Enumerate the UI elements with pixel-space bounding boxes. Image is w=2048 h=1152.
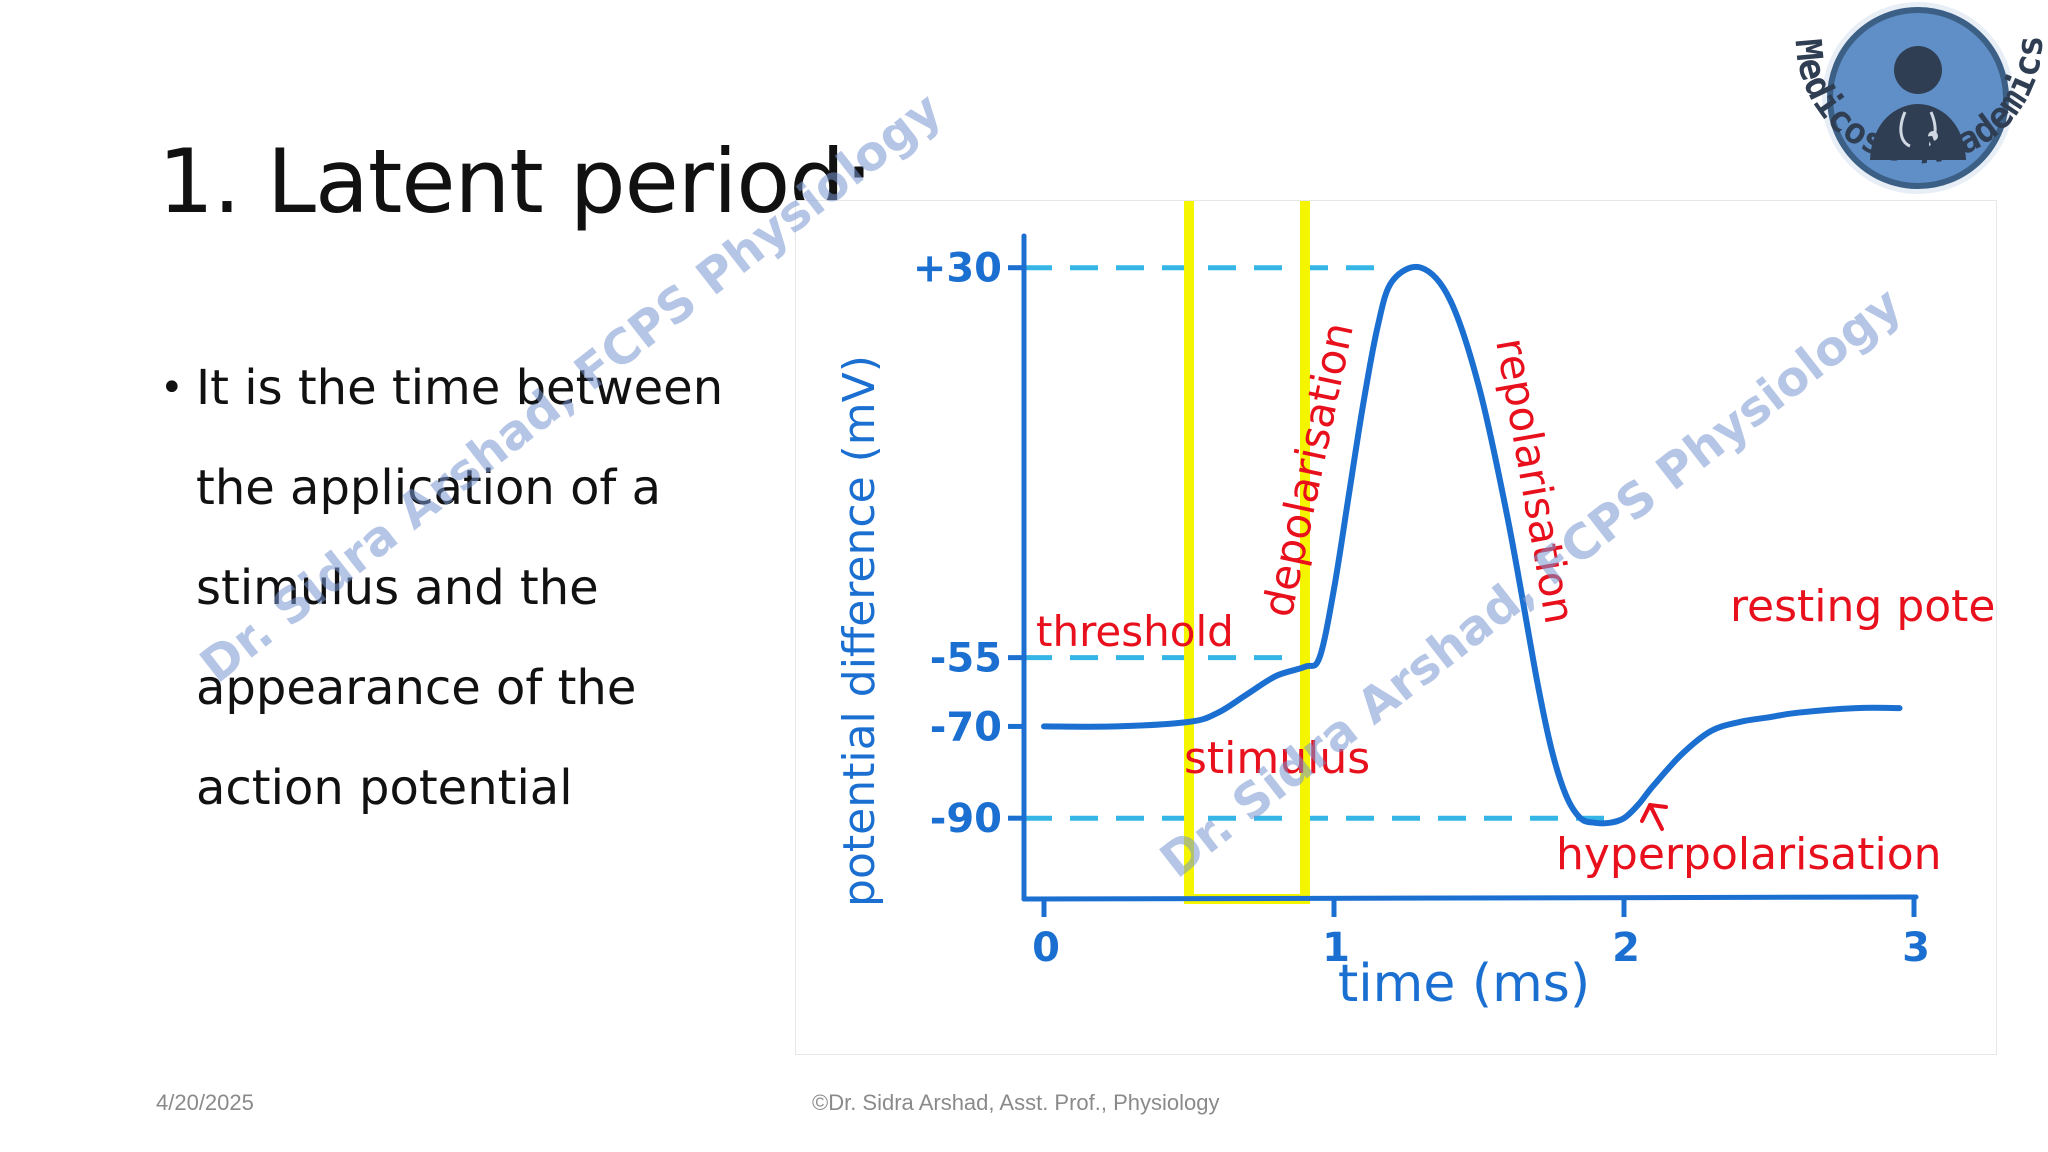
hyperpolarisation-label: hyperpolarisation <box>1556 829 1942 880</box>
x-tick-label: 0 <box>1032 925 1060 971</box>
bullet-text: stimulus and the <box>196 560 599 616</box>
x-axis <box>1021 894 1919 902</box>
x-tick-label: 1 <box>1322 925 1350 971</box>
y-tick-label: +30 <box>913 246 1002 292</box>
logo-graphic: Medicose Academics <box>1787 2 2048 194</box>
footer-date: 4/20/2025 <box>156 1090 254 1115</box>
bullet-icon: • <box>160 365 184 411</box>
bullet-text: action potential <box>196 760 573 816</box>
action-potential-curve <box>1041 263 1903 827</box>
y-axis-label: potential difference (mV) <box>834 355 885 907</box>
slide-title: 1. Latent period: <box>158 130 874 233</box>
reference-lines <box>1024 265 1610 821</box>
bullet-list: • It is the time between the application … <box>156 338 796 838</box>
y-tick-label: -70 <box>930 704 1002 750</box>
bullet-text: It is the time between <box>196 360 724 416</box>
bullet-item: the application of a <box>156 438 796 538</box>
threshold-label: threshold <box>1036 607 1234 656</box>
medicose-academics-logo: Medicose Academics <box>1760 0 2048 240</box>
chart-svg: 0 1 2 3 +30 -55 -70 -90 potential difference (m… <box>834 201 1996 1014</box>
bullet-item: stimulus and the <box>156 538 796 638</box>
y-tick-label: -55 <box>930 636 1002 682</box>
bullet-item: • It is the time between <box>156 338 796 438</box>
bullet-text: appearance of the <box>196 660 637 716</box>
x-tick-label: 2 <box>1612 925 1640 971</box>
y-tick-label: -90 <box>930 796 1002 842</box>
action-potential-chart: 0 1 2 3 +30 -55 -70 -90 potential difference (m… <box>795 200 1997 1055</box>
bullet-item: appearance of the <box>156 638 796 738</box>
stimulus-label: stimulus <box>1184 733 1370 784</box>
x-tick-label: 3 <box>1902 925 1930 971</box>
x-axis-label: time (ms) <box>1338 954 1590 1014</box>
bullet-item: action potential <box>156 738 796 838</box>
resting-potential-label: resting potential <box>1730 581 1996 632</box>
axis-ticks: 0 1 2 3 +30 -55 -70 -90 <box>913 246 1930 971</box>
hyperpolarisation-arrow <box>1640 803 1668 831</box>
bullet-text: the application of a <box>196 460 661 516</box>
depolarisation-label: depolarisation <box>1253 318 1363 621</box>
footer-credit: ©Dr. Sidra Arshad, Asst. Prof., Physiolo… <box>812 1090 1220 1115</box>
